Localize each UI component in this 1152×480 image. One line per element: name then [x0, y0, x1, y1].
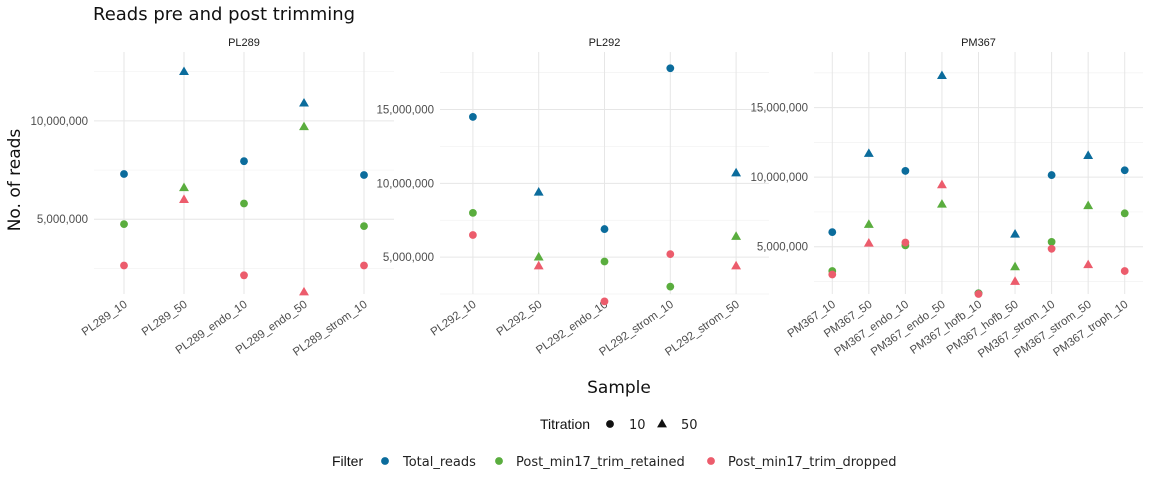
data-point: [731, 260, 742, 270]
data-point: [120, 261, 128, 270]
data-point: [469, 113, 477, 121]
data-point: [1083, 150, 1094, 159]
data-point: [731, 231, 742, 240]
data-point: [863, 148, 874, 157]
y-tick-label: 15,000,000: [376, 105, 434, 117]
data-point: [1120, 166, 1129, 175]
filter-legend-key: [707, 457, 715, 465]
data-point: [469, 208, 477, 217]
data-point: [666, 64, 675, 73]
data-point: [299, 121, 309, 131]
filter-legend-label: Total_reads: [402, 455, 476, 470]
data-point: [600, 225, 609, 233]
chart-title: Reads pre and post trimming: [93, 4, 355, 25]
data-point: [1083, 200, 1094, 210]
data-point: [120, 220, 128, 229]
y-tick-label: 5,000,000: [383, 252, 434, 264]
facet-pm367: PM3675,000,00010,000,00015,000,000PM367_…: [750, 37, 1143, 361]
data-point: [1047, 237, 1056, 246]
y-tick-label: 10,000,000: [750, 172, 808, 184]
titration-legend: Titration 10 50: [540, 416, 698, 433]
facet-strip-label: PL289: [228, 37, 260, 49]
filter-legend-key: [381, 457, 389, 465]
facet-pl292: PL292 5,000,000 10,000,000 15,000,000 PL292_…: [376, 37, 769, 359]
filter-legend-label: Post_min17_trim_retained: [516, 455, 685, 470]
x-tick-label: PL292_10: [429, 299, 479, 339]
data-point: [299, 286, 309, 296]
data-point: [299, 97, 309, 107]
data-point: [179, 194, 189, 203]
data-point: [937, 70, 947, 80]
data-point: [240, 199, 248, 208]
data-point: [1120, 267, 1129, 275]
data-point: [937, 199, 947, 208]
data-point: [533, 251, 544, 261]
y-axis-label: No. of reads: [5, 129, 25, 232]
data-point: [600, 297, 609, 306]
x-tick-label: PL289_50: [140, 299, 190, 339]
data-point: [828, 270, 837, 279]
y-tick-label: 5,000,000: [757, 242, 808, 254]
data-point: [731, 167, 742, 177]
data-point: [901, 167, 910, 175]
data-point: [469, 231, 477, 239]
filter-legend-label: Post_min17_trim_dropped: [728, 455, 897, 470]
x-axis-label: Sample: [587, 378, 651, 398]
data-point: [666, 282, 675, 291]
data-point: [1047, 171, 1056, 179]
data-point: [974, 290, 983, 298]
y-tick-label: 5,000,000: [37, 214, 88, 226]
y-tick-label: 10,000,000: [30, 116, 88, 128]
data-point: [360, 261, 368, 270]
data-point: [937, 179, 947, 189]
data-point: [1010, 276, 1020, 285]
titration-legend-label: 50: [681, 418, 698, 433]
filter-legend-key: [495, 457, 503, 465]
data-point: [1010, 261, 1020, 271]
data-point: [901, 238, 910, 247]
titration-legend-title: Titration: [540, 416, 590, 432]
y-tick-label: 15,000,000: [750, 103, 808, 115]
data-point: [240, 157, 248, 166]
data-point: [179, 182, 189, 192]
data-point: [828, 228, 837, 237]
data-point: [360, 171, 368, 179]
triangle-legend-key: [657, 418, 667, 428]
y-tick-label: 10,000,000: [376, 178, 434, 190]
circle-legend-key: [606, 420, 614, 428]
data-point: [533, 260, 544, 270]
data-point: [240, 271, 248, 280]
data-point: [1083, 259, 1094, 269]
data-point: [533, 186, 544, 196]
data-point: [360, 222, 368, 231]
data-point: [1010, 228, 1020, 238]
data-point: [666, 250, 675, 259]
data-point: [863, 238, 874, 247]
titration-legend-label: 10: [629, 418, 646, 433]
data-point: [863, 219, 874, 228]
filter-legend: Filter Total_reads Post_min17_trim_retaine…: [332, 453, 897, 470]
data-point: [1047, 244, 1056, 253]
data-point: [1120, 209, 1129, 218]
data-point: [600, 257, 609, 266]
facet-strip-label: PM367: [961, 37, 996, 49]
facet-pl289: PL289 5,000,000 10,000,000 PL289_10 PL289_50…: [30, 37, 394, 359]
filter-legend-title: Filter: [332, 453, 363, 469]
data-point: [179, 66, 189, 76]
facet-strip-label: PL292: [589, 37, 621, 49]
x-tick-label: PL289_10: [80, 299, 130, 339]
data-point: [120, 170, 128, 178]
x-tick-label: PL292_50: [495, 299, 545, 339]
